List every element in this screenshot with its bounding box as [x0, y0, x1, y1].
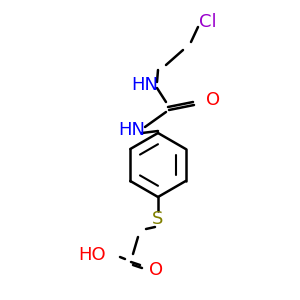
- Text: S: S: [152, 210, 164, 228]
- Text: Cl: Cl: [199, 13, 217, 31]
- Text: HN: HN: [131, 76, 158, 94]
- Text: O: O: [149, 261, 163, 279]
- Text: HO: HO: [78, 246, 106, 264]
- Text: HN: HN: [118, 121, 146, 139]
- Text: O: O: [206, 91, 220, 109]
